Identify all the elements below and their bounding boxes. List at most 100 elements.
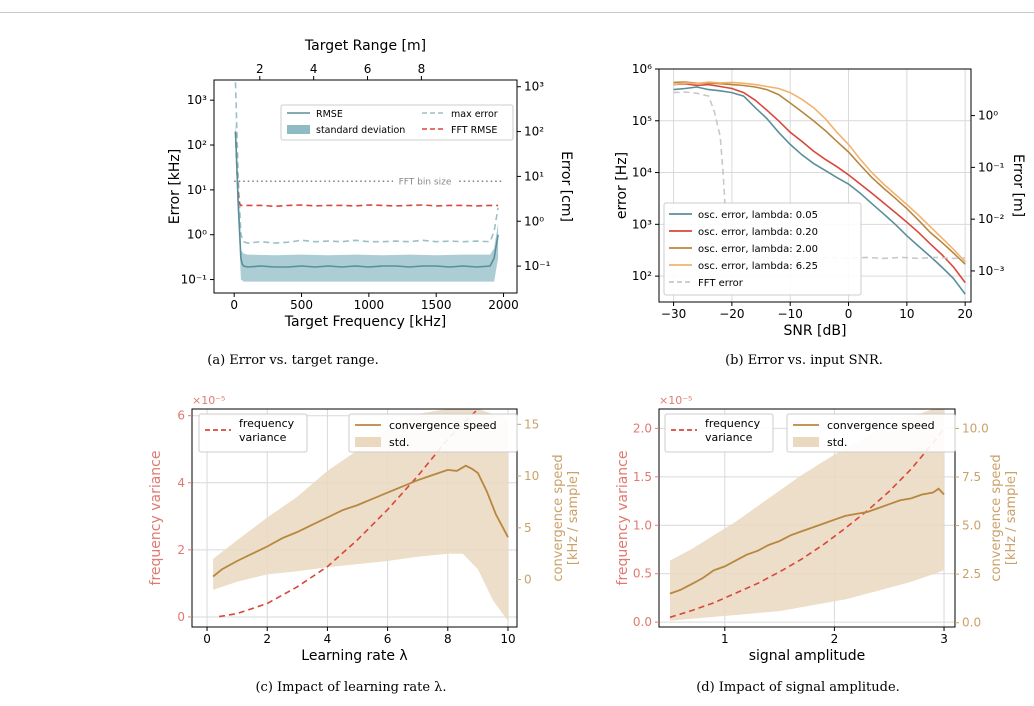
x-axis-label: Learning rate λ bbox=[301, 648, 407, 664]
y-axis-label: error [Hz] bbox=[614, 152, 630, 219]
y-tick-label: 10² bbox=[187, 138, 207, 152]
plot-frame bbox=[213, 79, 518, 294]
y-tick-label: 10¹ bbox=[187, 183, 207, 197]
caption-c: (c) Impact of learning rate λ. bbox=[255, 680, 447, 695]
x-tick-label: 1000 bbox=[354, 298, 385, 312]
series-rmse-line bbox=[234, 131, 499, 268]
legend-frame bbox=[664, 413, 774, 453]
y-axis-label: Error [kHz] bbox=[167, 149, 183, 224]
y-tick-label: 1.0 bbox=[633, 518, 652, 532]
y-right-tick-label: 10¹ bbox=[524, 169, 544, 183]
legend-max-label: max error bbox=[451, 109, 498, 120]
legend-speed-label: convergence speed bbox=[827, 419, 935, 432]
y-tick-label: 2 bbox=[177, 543, 185, 557]
legend-frame bbox=[348, 413, 518, 453]
y-tick-label: 0.5 bbox=[633, 567, 652, 581]
y-tick-label: 0.0 bbox=[633, 615, 652, 629]
x-tick-label: 20 bbox=[958, 307, 973, 321]
legend-std-label: std. bbox=[827, 436, 848, 449]
x-tick-label: 2000 bbox=[488, 298, 519, 312]
y-right-tick-label: 15 bbox=[524, 417, 539, 431]
legend-freq-label-line-1: frequency bbox=[705, 417, 761, 430]
series-line-2 bbox=[673, 81, 966, 265]
chart-b-error-vs-snr: −30 −20 −10 0 10 20 10² 10³ 10⁴ 10⁵ 10⁶ 10⁻³ 10⁻² 10⁻… bbox=[614, 62, 1026, 339]
legend-label-3: osc. error, lambda: 6.25 bbox=[698, 261, 818, 272]
chart-c-learning-rate: 0 2 4 6 8 10 0 2 4 6 0 5 10 15 ×10⁻⁵ Learning rate λ fre… bbox=[148, 394, 581, 664]
y-right-axis-label-line-2: [kHz / sample] bbox=[1004, 471, 1019, 565]
y-tick-label: 6 bbox=[177, 409, 185, 423]
x-tick-label: 500 bbox=[290, 298, 313, 312]
y-right-tick-label: 10² bbox=[524, 125, 544, 139]
x-axis-label: SNR [dB] bbox=[784, 323, 847, 339]
series-line-4 bbox=[673, 91, 966, 260]
x-axis-label: Target Frequency [kHz] bbox=[284, 314, 446, 330]
x-tick-label: 3 bbox=[940, 632, 948, 646]
y-tick-label: 1.5 bbox=[633, 470, 652, 484]
y-tick-label: 0 bbox=[177, 610, 185, 624]
y-tick-label: 2.0 bbox=[633, 421, 652, 435]
series-frequency-variance-line bbox=[218, 409, 480, 618]
plot-area bbox=[669, 409, 945, 621]
y-right-tick-label: 0 bbox=[524, 573, 532, 587]
legend-label-4: FFT error bbox=[698, 278, 744, 289]
legend-a: RMSE standard deviation max error FFT RMSE bbox=[280, 104, 514, 141]
x-tick-label: 0 bbox=[845, 307, 853, 321]
chart-d-signal-amplitude: 1 2 3 0.0 0.5 1.0 1.5 2.0 0.0 2.5 5.0 7.5 10.0 ×10⁻⁵ s… bbox=[615, 394, 1019, 664]
plot-frame bbox=[191, 408, 518, 628]
page-top-rule bbox=[0, 12, 1034, 13]
y-right-axis-label-line-1: convergence speed bbox=[551, 454, 566, 581]
series-fft-rmse-line bbox=[234, 131, 499, 208]
y-right-tick-label: 5.0 bbox=[962, 519, 981, 533]
y-right-tick-label: 10⁻³ bbox=[978, 264, 1005, 278]
y-right-axis-label-line-2: [kHz / sample] bbox=[566, 471, 581, 565]
y-right-tick-label: 10⁰ bbox=[524, 214, 544, 228]
legend-fft-label: FFT RMSE bbox=[451, 125, 497, 136]
series-line-3 bbox=[673, 81, 966, 263]
x-axis-label: signal amplitude bbox=[749, 648, 866, 664]
annotation-fft-bin-size: FFT bin size bbox=[399, 178, 452, 188]
y-right-tick-label: 10⁻² bbox=[978, 212, 1005, 226]
series-frequency-variance-line bbox=[669, 427, 945, 619]
y-tick-label: 10⁰ bbox=[187, 228, 207, 242]
caption-d: (d) Impact of signal amplitude. bbox=[696, 680, 900, 695]
x-tick-label: 1500 bbox=[421, 298, 452, 312]
annotation-bg bbox=[393, 175, 457, 188]
legend-b: osc. error, lambda: 0.05 osc. error, lamb… bbox=[663, 202, 862, 296]
legend-right: convergence speed std. bbox=[348, 413, 518, 453]
x-tick-label: 10 bbox=[500, 632, 515, 646]
legend-label-0: osc. error, lambda: 0.05 bbox=[698, 210, 818, 221]
y-right-tick-label: 10⁻¹ bbox=[524, 259, 551, 273]
y-multiplier: ×10⁻⁵ bbox=[659, 394, 692, 407]
legend-frame bbox=[786, 413, 956, 453]
plot-area bbox=[212, 409, 509, 621]
legend-std-swatch bbox=[793, 437, 819, 447]
legend-std-swatch bbox=[287, 125, 310, 134]
x-tick-label: 10 bbox=[899, 307, 914, 321]
x-top-axis-label: Target Range [m] bbox=[304, 38, 426, 54]
series-std-band bbox=[670, 409, 944, 621]
series-convergence-speed-line bbox=[669, 487, 945, 595]
x-tick-label: 0 bbox=[230, 298, 238, 312]
series-std-band bbox=[213, 409, 508, 621]
legend-frame bbox=[663, 202, 862, 296]
y-right-tick-label: 10⁰ bbox=[978, 109, 998, 123]
y-right-tick-label: 10⁻¹ bbox=[978, 160, 1005, 174]
legend-freq-label-line-1: frequency bbox=[239, 417, 295, 430]
y-right-axis-label-line-1: convergence speed bbox=[989, 454, 1004, 581]
series-max-error-line bbox=[234, 82, 499, 244]
y-right-tick-label: 0.0 bbox=[962, 616, 981, 630]
legend-freq-label-line-2: variance bbox=[705, 431, 753, 444]
y-right-tick-label: 7.5 bbox=[962, 470, 981, 484]
plot-frame bbox=[658, 408, 956, 628]
legend-label-2: osc. error, lambda: 2.00 bbox=[698, 244, 818, 255]
x-top-tick-label: 8 bbox=[418, 62, 426, 76]
x-tick-label: −20 bbox=[719, 307, 744, 321]
legend-frame bbox=[280, 104, 514, 141]
plot-frame bbox=[658, 68, 972, 303]
series-convergence-speed-line bbox=[212, 464, 509, 578]
x-tick-label: 8 bbox=[444, 632, 452, 646]
x-tick-label: −30 bbox=[661, 307, 686, 321]
legend-std-label: std. bbox=[389, 436, 410, 449]
series-line-0 bbox=[673, 86, 966, 295]
